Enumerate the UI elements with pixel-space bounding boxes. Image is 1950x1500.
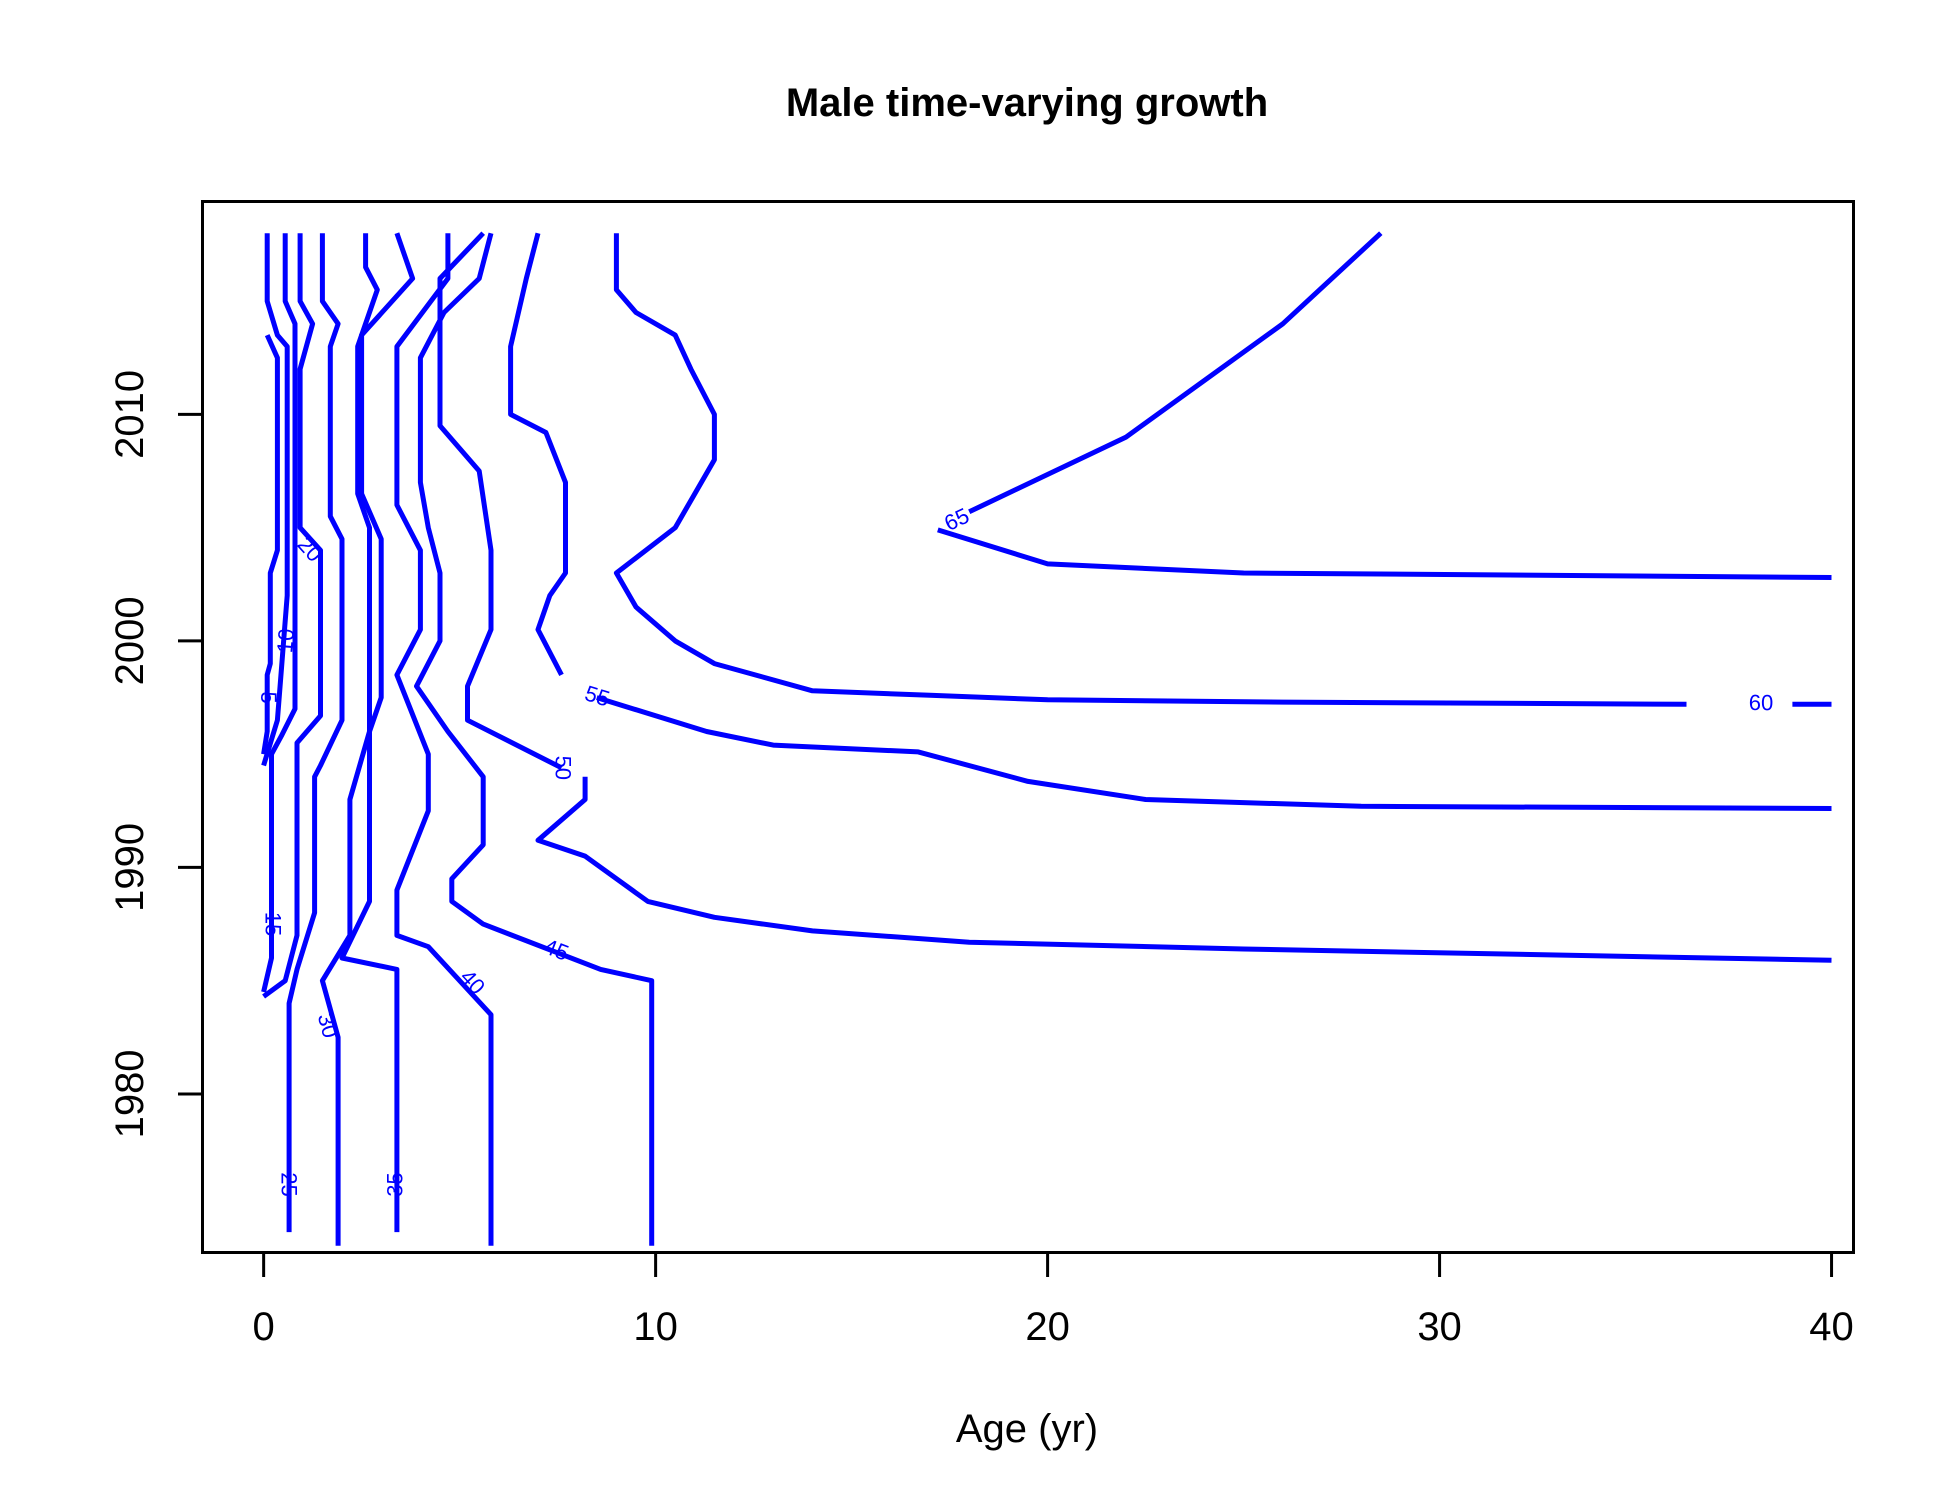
contour-lines bbox=[261, 231, 1832, 1246]
contour-line-25 bbox=[286, 233, 345, 1233]
contour-label-50: 50 bbox=[551, 756, 576, 780]
contour-line-20 bbox=[262, 233, 323, 999]
y-tick-label: 2010 bbox=[108, 370, 152, 459]
contour-label-25: 25 bbox=[276, 1172, 301, 1196]
x-tick-label: 20 bbox=[1025, 1305, 1070, 1349]
y-axis: 1980 1990 2000 2010 bbox=[108, 370, 204, 1138]
x-axis-title: Age (yr) bbox=[956, 1407, 1098, 1451]
contour-line-5 bbox=[261, 334, 280, 755]
contour-line-55 bbox=[596, 695, 1832, 811]
chart-title: Male time-varying growth bbox=[786, 81, 1268, 125]
x-tick-label: 10 bbox=[633, 1305, 678, 1349]
contour-line-45 bbox=[414, 232, 655, 1246]
contour-line-10 bbox=[261, 233, 290, 767]
y-tick-label: 1990 bbox=[108, 823, 152, 912]
contour-label-55: 55 bbox=[582, 680, 613, 711]
contour-label-15: 15 bbox=[261, 912, 286, 936]
contour-label-10: 10 bbox=[272, 628, 299, 654]
contour-line-40 bbox=[394, 233, 494, 1246]
contour-line-65 bbox=[937, 527, 1832, 580]
contour-line-35 bbox=[339, 232, 416, 1233]
contour-label-35: 35 bbox=[383, 1172, 408, 1196]
contour-line-50 bbox=[437, 231, 563, 771]
y-tick-label: 2000 bbox=[108, 596, 152, 685]
contour-label-45: 45 bbox=[540, 934, 572, 966]
y-tick-label: 1980 bbox=[108, 1049, 152, 1138]
contour-line-55 bbox=[508, 232, 568, 677]
contour-line-30 bbox=[319, 233, 380, 1246]
x-axis: 0 10 20 30 40 bbox=[253, 1251, 1854, 1349]
contour-label-40: 40 bbox=[455, 964, 490, 999]
contour-line-60 bbox=[613, 233, 1687, 707]
contour-line-15 bbox=[261, 233, 298, 993]
contour-label-60: 60 bbox=[1749, 690, 1774, 715]
x-tick-label: 30 bbox=[1417, 1305, 1462, 1349]
x-tick-label: 40 bbox=[1809, 1305, 1854, 1349]
contour-line-50 bbox=[535, 776, 1832, 963]
contour-line-65 bbox=[968, 231, 1383, 515]
x-tick-label: 0 bbox=[253, 1305, 275, 1349]
contour-label-5: 5 bbox=[256, 691, 281, 703]
plot-frame bbox=[201, 200, 1855, 1254]
